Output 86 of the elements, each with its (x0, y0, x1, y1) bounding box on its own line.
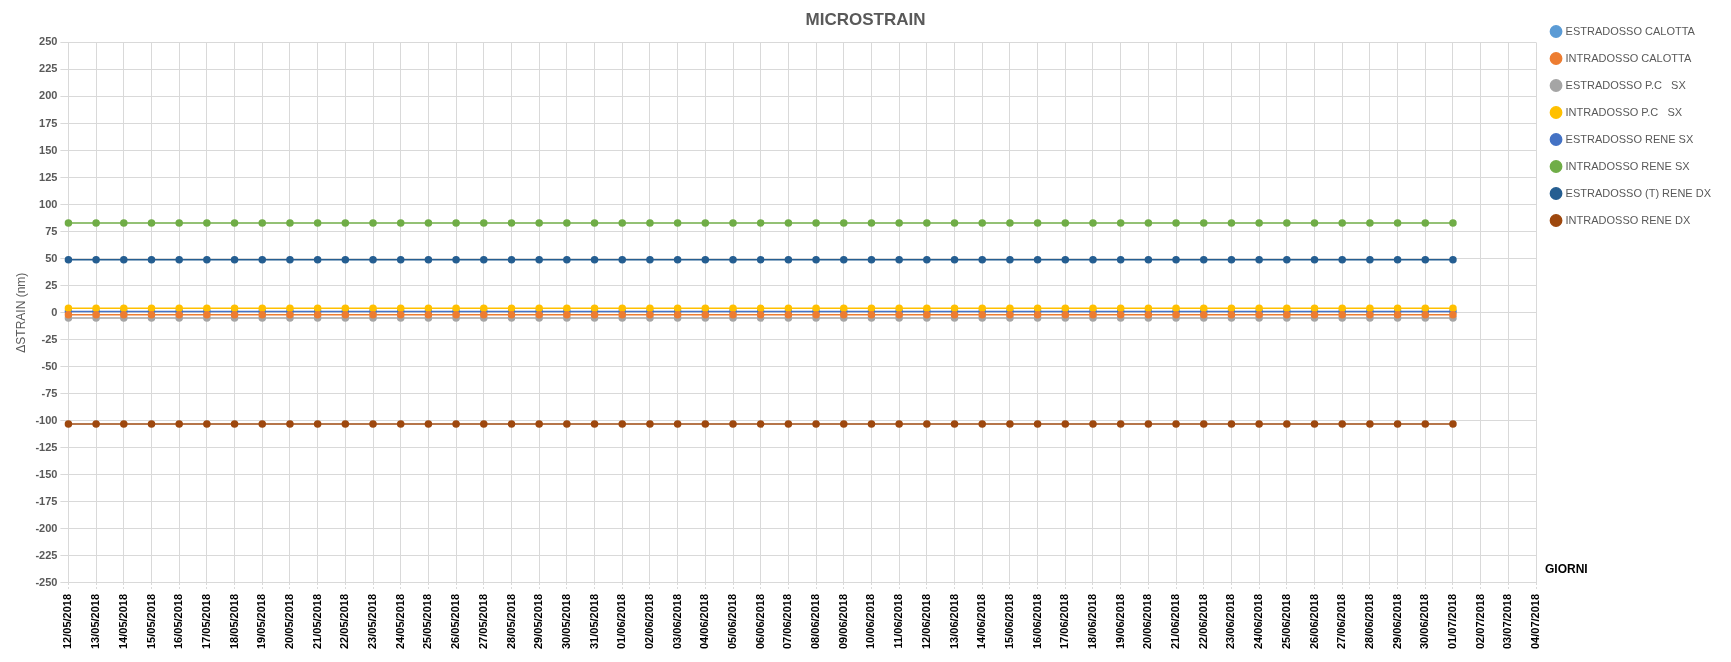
x-tick-label: 02/07/2018 (1473, 593, 1486, 650)
x-tick-label: 03/06/2018 (670, 593, 683, 650)
x-tick-label: 24/05/2018 (393, 593, 406, 650)
y-tick-label: -225 (35, 548, 58, 561)
legend-label: ESTRADOSSO (T) RENE DX (1565, 186, 1712, 199)
x-tick-label: 29/06/2018 (1390, 593, 1403, 650)
y-tick-label: -175 (35, 494, 58, 507)
x-tick-label: 28/06/2018 (1362, 593, 1375, 650)
x-tick-label: 01/06/2018 (615, 593, 628, 650)
y-tick-label: -25 (41, 332, 58, 345)
x-tick-label: 30/05/2018 (559, 593, 572, 650)
y-tick-label: 150 (39, 143, 58, 156)
x-tick-label: 03/07/2018 (1501, 593, 1514, 650)
x-tick-label: 08/06/2018 (809, 593, 822, 650)
y-tick-label: 200 (39, 89, 58, 102)
x-tick-label: 09/06/2018 (836, 593, 849, 650)
x-tick-label: 22/05/2018 (338, 593, 351, 650)
x-tick-label: 31/05/2018 (587, 593, 600, 650)
x-tick-label: 13/06/2018 (947, 593, 960, 650)
x-tick-label: 14/05/2018 (116, 593, 129, 650)
x-tick-label: 20/05/2018 (282, 593, 295, 650)
x-tick-label: 04/06/2018 (698, 593, 711, 650)
y-tick-label: 25 (45, 278, 58, 291)
y-tick-label: -50 (41, 359, 58, 372)
x-tick-label: 23/06/2018 (1224, 593, 1237, 650)
x-tick-label: 15/05/2018 (144, 593, 157, 650)
legend-label: INTRADOSSO RENE SX (1565, 159, 1691, 172)
y-tick-label: 225 (39, 62, 58, 75)
x-tick-label: 13/05/2018 (89, 593, 102, 650)
x-tick-label: 14/06/2018 (975, 593, 988, 650)
y-tick-label: 100 (39, 197, 58, 210)
y-tick-label: -200 (35, 521, 58, 534)
legend-label: ESTRADOSSO CALOTTA (1565, 24, 1696, 37)
x-tick-label: 11/06/2018 (892, 593, 905, 649)
x-tick-label: 16/05/2018 (172, 593, 185, 650)
x-tick-label: 27/05/2018 (476, 593, 489, 650)
x-tick-label: 10/06/2018 (864, 593, 877, 650)
x-tick-label: 25/06/2018 (1279, 593, 1292, 650)
legend-label: INTRADOSSO RENE DX (1565, 213, 1691, 226)
x-tick-label: 12/05/2018 (61, 593, 74, 650)
x-tick-label: 21/05/2018 (310, 593, 323, 650)
x-tick-label: 12/06/2018 (919, 593, 932, 650)
y-tick-label: -250 (35, 575, 58, 588)
x-tick-label: 17/06/2018 (1058, 593, 1071, 650)
x-tick-label: 16/06/2018 (1030, 593, 1043, 650)
legend-label: INTRADOSSO CALOTTA (1565, 51, 1692, 64)
x-axis-title: GIORNI (1545, 562, 1588, 576)
y-tick-label: -125 (35, 440, 58, 453)
y-axis-title: ΔSTRAIN (nm) (13, 272, 28, 353)
legend-label: INTRADOSSO P.C SX (1565, 105, 1683, 118)
x-tick-label: 05/06/2018 (726, 593, 739, 650)
x-tick-label: 23/05/2018 (366, 593, 379, 650)
y-tick-label: 125 (39, 170, 58, 183)
legend-label: ESTRADOSSO RENE SX (1565, 132, 1694, 145)
x-tick-label: 28/05/2018 (504, 593, 517, 650)
x-tick-label: 17/05/2018 (199, 593, 212, 650)
x-tick-label: 26/05/2018 (449, 593, 462, 650)
x-tick-label: 25/05/2018 (421, 593, 434, 650)
x-tick-label: 07/06/2018 (781, 593, 794, 650)
x-tick-label: 04/07/2018 (1529, 593, 1542, 650)
x-tick-label: 29/05/2018 (532, 593, 545, 650)
x-tick-label: 01/07/2018 (1446, 593, 1458, 650)
y-tick-label: 250 (39, 35, 58, 48)
legend-label: ESTRADOSSO P.C SX (1565, 78, 1687, 91)
chart-title: MICROSTRAIN (805, 9, 926, 29)
y-tick-label: 0 (51, 305, 58, 318)
x-tick-label: 15/06/2018 (1002, 593, 1015, 650)
x-tick-label: 30/06/2018 (1418, 593, 1431, 650)
x-tick-label: 24/06/2018 (1252, 593, 1265, 650)
y-tick-label: 50 (45, 251, 58, 264)
x-tick-label: 27/06/2018 (1335, 593, 1348, 650)
x-tick-label: 02/06/2018 (642, 593, 655, 650)
x-tick-label: 19/06/2018 (1113, 593, 1126, 650)
y-tick-label: -100 (35, 413, 58, 426)
x-tick-label: 06/06/2018 (753, 593, 766, 650)
y-tick-label: 175 (39, 116, 58, 129)
x-tick-label: 22/06/2018 (1196, 593, 1209, 650)
x-tick-label: 19/05/2018 (255, 593, 268, 650)
y-tick-label: 75 (45, 224, 58, 237)
x-tick-label: 26/06/2018 (1307, 593, 1320, 650)
y-tick-label: -75 (41, 386, 58, 399)
x-tick-label: 18/06/2018 (1086, 593, 1099, 650)
y-tick-label: -150 (35, 467, 58, 480)
x-tick-label: 20/06/2018 (1141, 593, 1154, 650)
x-tick-label: 18/05/2018 (227, 593, 240, 650)
x-tick-label: 21/06/2018 (1169, 593, 1182, 650)
